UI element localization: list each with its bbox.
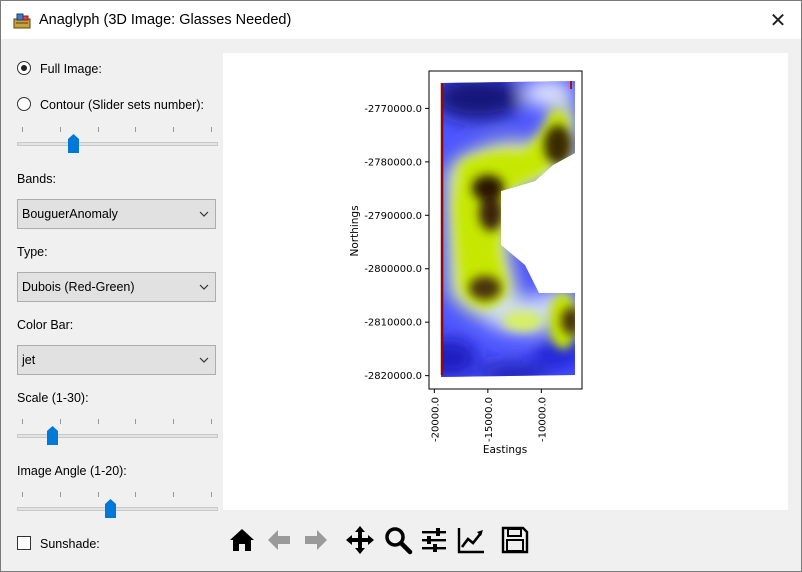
slider-tick	[135, 127, 137, 132]
slider-groove	[17, 507, 218, 511]
slider-groove	[17, 142, 218, 146]
x-tick-label: -10000.0	[537, 397, 548, 442]
slider-groove	[17, 434, 218, 438]
window-title: Anaglyph (3D Image: Glasses Needed)	[39, 12, 292, 28]
scale-label: Scale (1-30):	[17, 391, 89, 405]
slider-tick	[173, 492, 175, 497]
slider-tick	[135, 492, 137, 497]
chevron-down-icon	[199, 357, 209, 363]
slider-tick	[97, 127, 99, 132]
bands-dropdown-value: BouguerAnomaly	[22, 207, 118, 221]
slider-tick	[59, 492, 61, 497]
app-icon	[13, 13, 31, 29]
back-arrow-icon[interactable]	[264, 525, 294, 555]
type-dropdown[interactable]: Dubois (Red-Green)	[17, 272, 216, 302]
zoom-icon[interactable]	[383, 525, 413, 555]
axes-frame	[428, 70, 583, 390]
type-dropdown-value: Dubois (Red-Green)	[22, 280, 135, 294]
slider-thumb[interactable]	[47, 426, 59, 445]
y-tick-label: -2770000.0	[364, 104, 422, 115]
x-axis: -20000.0 -15000.0 -10000.0	[430, 389, 548, 442]
slider-tick	[97, 419, 99, 424]
slider-tick	[135, 419, 137, 424]
slider-thumb[interactable]	[67, 134, 79, 153]
angle-slider[interactable]	[17, 492, 218, 518]
y-tick-label: -2810000.0	[364, 318, 422, 329]
title-bar: Anaglyph (3D Image: Glasses Needed) ✕	[1, 1, 801, 39]
plot-canvas[interactable]: -20000.0 -15000.0 -10000.0 -2770000.0 -2780…	[223, 53, 788, 510]
pan-icon[interactable]	[345, 525, 375, 555]
type-label: Type:	[17, 245, 48, 259]
sunshade-label: Sunshade:	[40, 537, 100, 551]
y-axis-label: Northings	[349, 205, 361, 256]
slider-tick	[97, 492, 99, 497]
slider-tick	[22, 127, 23, 132]
slider-ticks	[17, 127, 216, 133]
colorbar-dropdown-value: jet	[22, 353, 36, 367]
slider-tick	[59, 127, 61, 132]
slider-thumb[interactable]	[105, 499, 117, 518]
bands-dropdown[interactable]: BouguerAnomaly	[17, 199, 216, 229]
contour-label: Contour (Slider sets number):	[40, 98, 204, 112]
slider-ticks	[17, 419, 216, 425]
full-image-label: Full Image:	[40, 62, 102, 76]
y-tick-label: -2790000.0	[364, 211, 422, 222]
bands-label: Bands:	[17, 172, 56, 186]
full-image-radio[interactable]	[17, 61, 31, 75]
save-icon[interactable]	[500, 525, 530, 555]
slider-tick	[22, 492, 23, 497]
angle-label: Image Angle (1-20):	[17, 464, 127, 478]
y-tick-label: -2800000.0	[364, 264, 422, 275]
anaglyph-image	[441, 81, 575, 377]
x-axis-label: Eastings	[483, 444, 527, 456]
y-tick-label: -2820000.0	[364, 371, 422, 382]
contour-radio[interactable]	[17, 97, 31, 111]
slider-tick	[211, 492, 212, 497]
forward-arrow-icon[interactable]	[301, 525, 331, 555]
y-tick-label: -2780000.0	[364, 157, 422, 168]
chevron-down-icon	[199, 211, 209, 217]
anaglyph-plot: -20000.0 -15000.0 -10000.0 -2770000.0 -2780…	[349, 70, 583, 456]
y-axis: -2770000.0 -2780000.0 -2790000.0 -2800000.0…	[364, 104, 429, 382]
colorbar-label: Color Bar:	[17, 318, 74, 332]
sunshade-checkbox[interactable]	[17, 536, 31, 550]
contour-slider[interactable]	[17, 127, 218, 153]
slider-tick	[173, 419, 175, 424]
colorbar-dropdown[interactable]: jet	[17, 345, 216, 375]
configure-subplots-icon[interactable]	[419, 525, 449, 555]
slider-tick	[173, 127, 175, 132]
slider-tick	[22, 419, 23, 424]
slider-ticks	[17, 492, 216, 498]
slider-tick	[211, 419, 212, 424]
slider-tick	[59, 419, 61, 424]
slider-tick	[211, 127, 212, 132]
chevron-down-icon	[199, 284, 209, 290]
edit-axis-icon[interactable]	[456, 525, 486, 555]
x-tick-label: -15000.0	[484, 397, 495, 442]
close-icon[interactable]: ✕	[769, 8, 787, 32]
home-icon[interactable]	[227, 525, 257, 555]
scale-slider[interactable]	[17, 419, 218, 445]
x-tick-label: -20000.0	[430, 397, 441, 442]
